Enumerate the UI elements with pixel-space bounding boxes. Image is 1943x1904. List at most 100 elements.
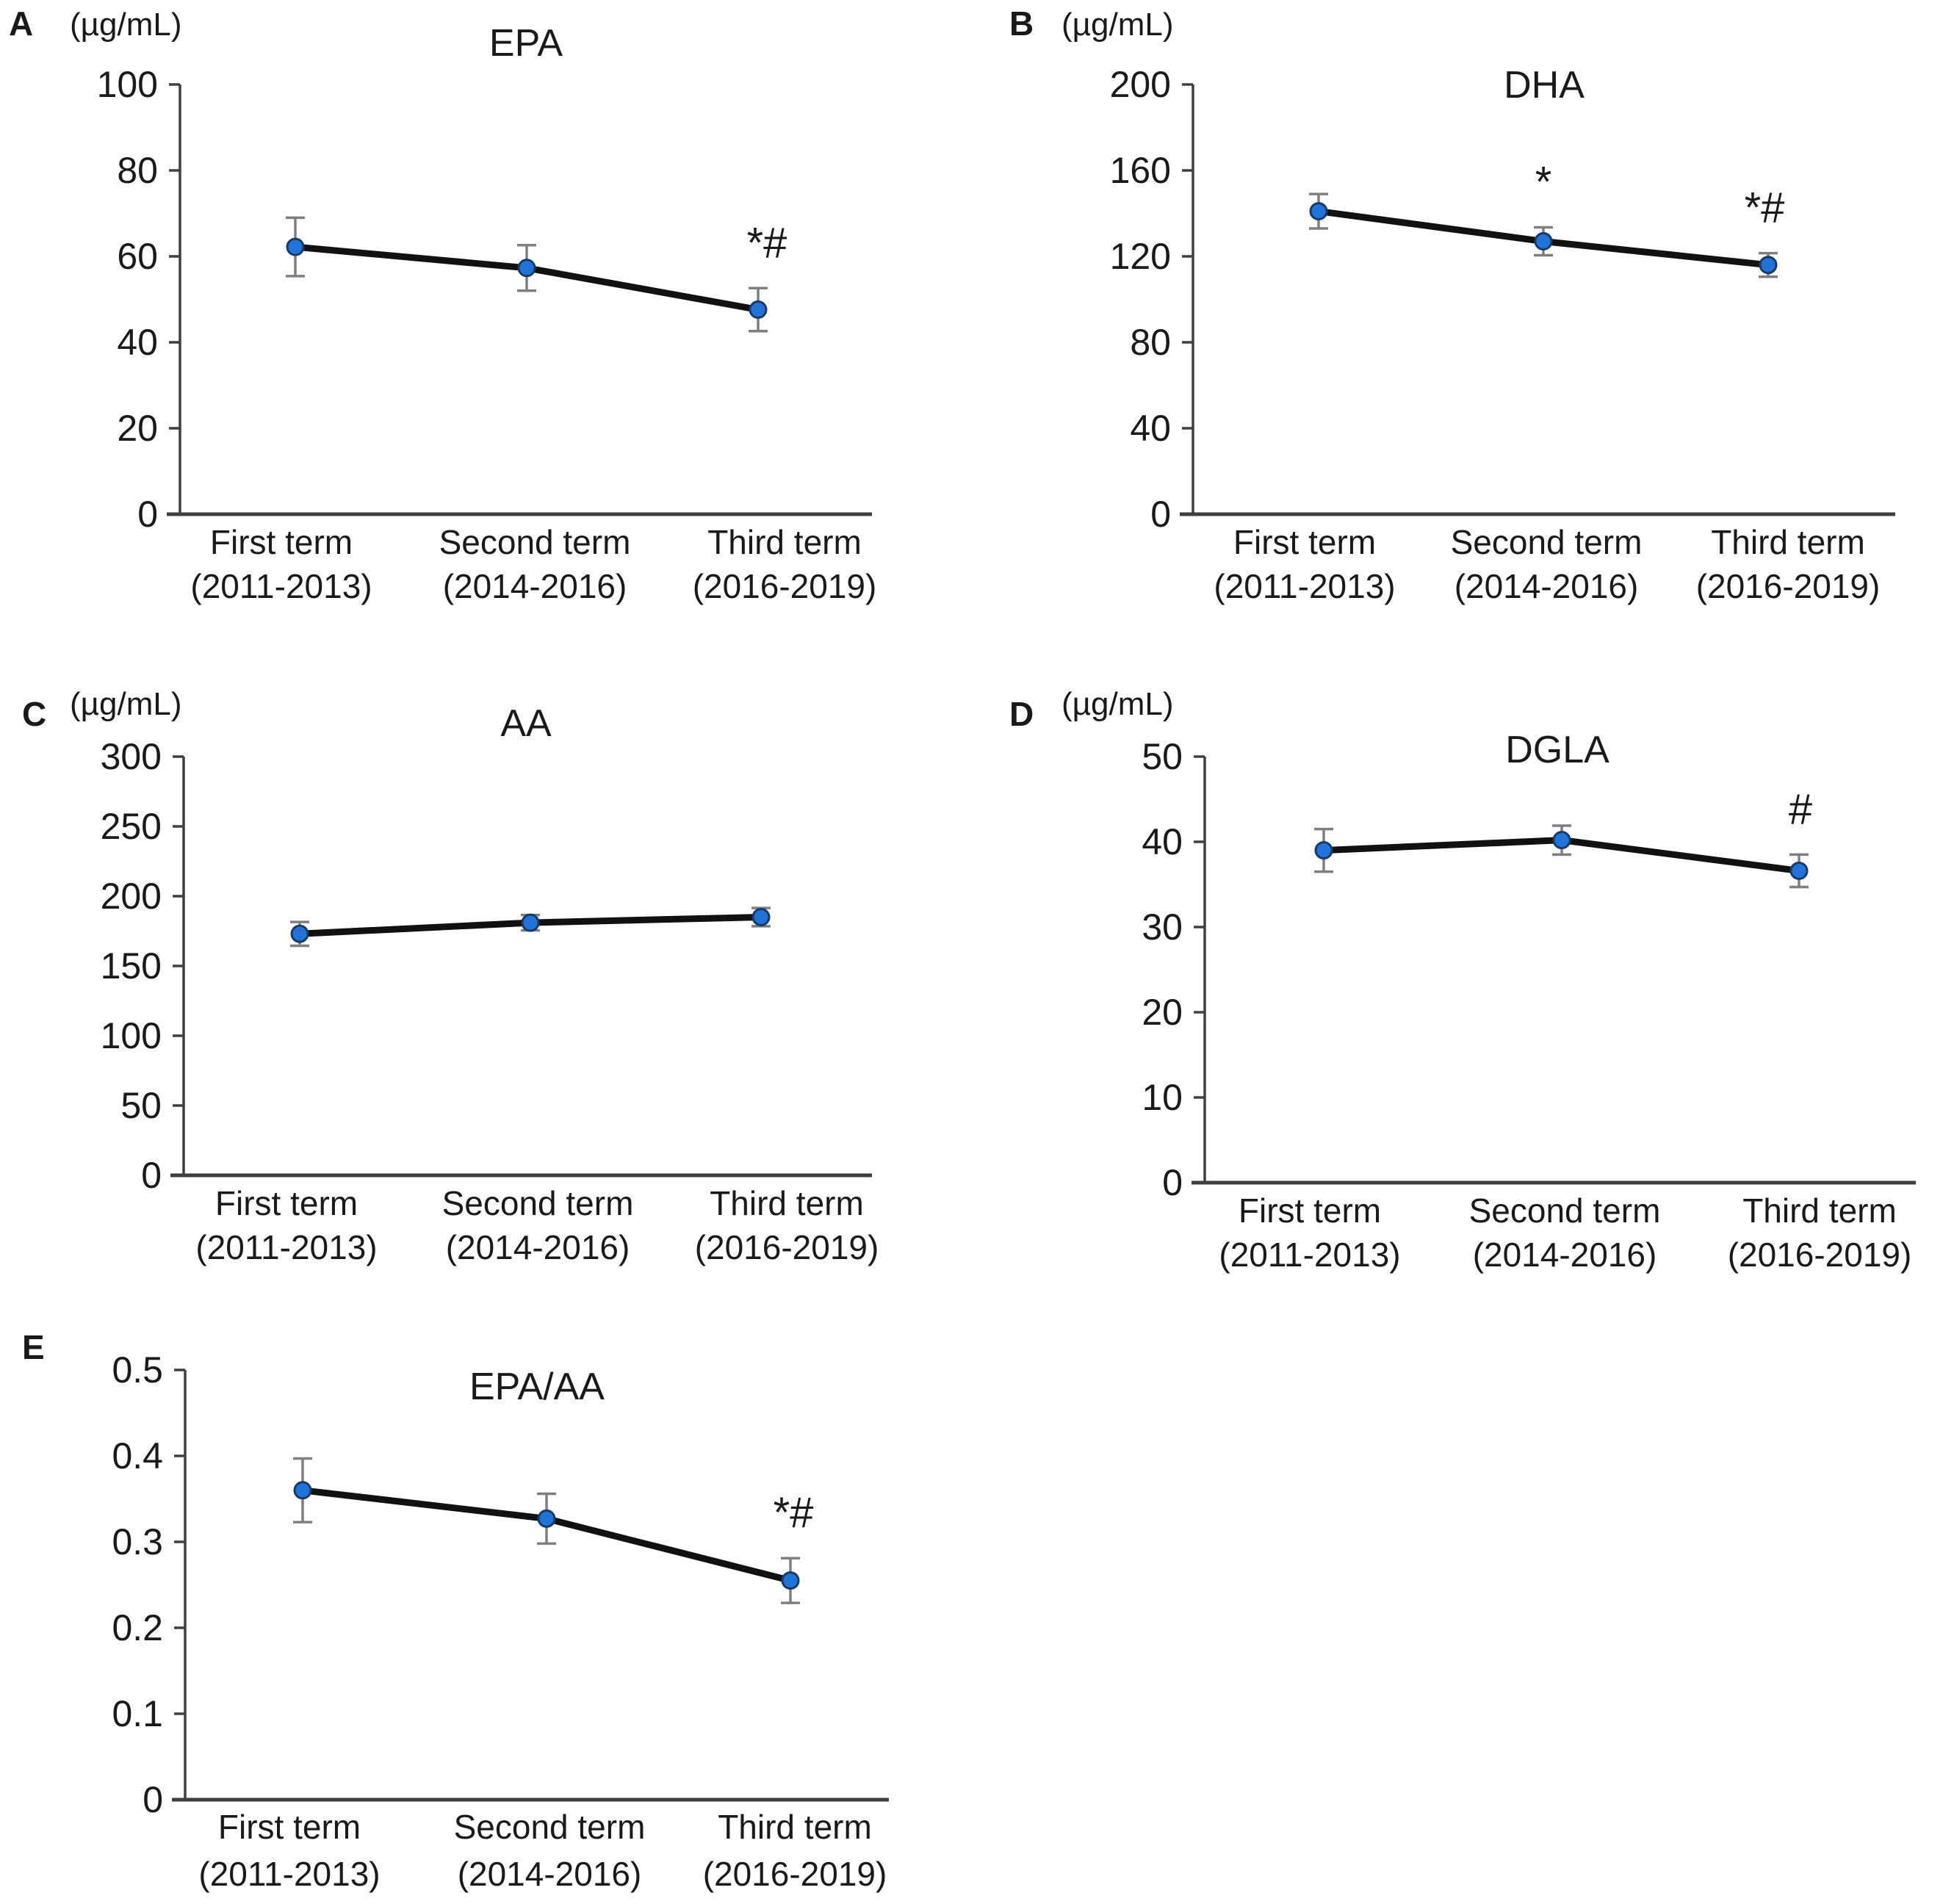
y-tick-label: 0 [143,1779,163,1820]
panel-letter: C [22,695,46,733]
y-tick-label: 250 [101,806,162,847]
x-category-label: Second term [454,1808,646,1846]
x-category-label: Third term [710,1184,864,1222]
y-tick-label: 0 [137,494,158,535]
y-tick-label: 0 [141,1155,162,1196]
chart-title: AA [500,702,552,745]
x-category-sublabel: (2014-2016) [1454,567,1639,605]
y-tick-label: 20 [117,408,158,449]
panel-letter: D [1009,695,1034,733]
y-tick-label: 120 [1110,236,1171,277]
y-tick-label: 200 [101,876,162,917]
y-tick-label: 30 [1142,906,1183,948]
x-category-label: Second term [1469,1191,1661,1230]
data-point-marker [517,259,536,278]
y-tick-label: 80 [1130,322,1171,363]
data-point-marker [286,237,305,256]
x-category-label: Third term [718,1808,872,1846]
chart-title: DGLA [1505,729,1609,771]
x-category-label: First term [215,1184,358,1222]
x-category-sublabel: (2016-2019) [1696,567,1881,605]
y-axis-unit-label: (µg/mL) [70,7,181,43]
x-category-sublabel: (2014-2016) [1473,1236,1657,1274]
data-point-marker [1789,861,1809,880]
significance-annotation: # [1789,785,1812,833]
x-category-sublabel: (2014-2016) [458,1855,642,1893]
significance-annotation: * [1535,159,1552,206]
x-category-label: First term [1233,523,1376,561]
x-category-label: Third term [1742,1191,1897,1230]
y-tick-label: 0.5 [112,1349,163,1391]
x-category-sublabel: (2011-2013) [198,1855,380,1893]
data-point-marker [521,913,540,932]
data-point-marker [290,924,309,943]
data-point-marker [749,300,768,320]
data-point-marker [1759,256,1778,275]
chart-title: EPA [489,22,563,65]
x-category-sublabel: (2011-2013) [1219,1236,1400,1274]
y-tick-label: 40 [1130,408,1171,449]
y-axis-unit-label: (µg/mL) [70,686,181,722]
x-category-label: First term [210,523,353,561]
x-category-sublabel: (2016-2019) [693,567,877,605]
x-category-sublabel: (2011-2013) [190,567,372,605]
chart-title: DHA [1504,64,1585,107]
x-category-sublabel: (2014-2016) [446,1228,630,1266]
data-point-marker [537,1509,556,1528]
panel-letter: A [9,4,33,43]
data-point-marker [1314,841,1333,860]
x-category-label: First term [218,1808,361,1846]
y-tick-label: 50 [1142,736,1183,777]
x-category-label: Third term [707,523,862,561]
data-point-marker [751,908,771,926]
x-category-label: Second term [439,523,631,561]
y-tick-label: 80 [117,150,158,191]
data-point-marker [1552,831,1571,850]
x-category-sublabel: (2016-2019) [1728,1236,1912,1274]
data-point-marker [1534,232,1553,251]
y-tick-label: 10 [1142,1077,1183,1118]
x-category-label: Second term [442,1184,634,1222]
chart-panel-e: E EPA/AA 0 0.1 0.2 0.3 0.4 0.5 *# First term (2011… [22,1328,889,1893]
chart-panel-c: C (µg/mL) AA 0 50 100 150 200 250 300 First term (2… [22,686,879,1266]
panel-letter: B [1009,4,1034,43]
y-tick-label: 40 [117,322,158,363]
y-tick-label: 300 [101,736,162,777]
y-tick-label: 50 [120,1085,162,1126]
y-axis-unit-label: (µg/mL) [1061,686,1173,722]
x-category-label: Third term [1711,523,1865,561]
x-category-sublabel: (2014-2016) [443,567,627,605]
y-tick-label: 0 [1162,1162,1183,1203]
y-tick-label: 0.3 [112,1521,163,1562]
y-tick-label: 100 [97,64,158,105]
y-tick-label: 200 [1110,64,1171,105]
y-tick-label: 0.1 [112,1693,163,1734]
y-tick-label: 160 [1110,150,1171,191]
data-point-marker [293,1481,312,1500]
significance-annotation: *# [1745,184,1785,232]
y-tick-label: 20 [1142,992,1183,1033]
x-category-sublabel: (2011-2013) [1214,567,1395,605]
chart-panel-b: B (µg/mL) DHA 0 40 80 120 160 200 * *# First term (2… [1009,4,1895,605]
y-tick-label: 0 [1150,494,1171,535]
x-category-sublabel: (2011-2013) [195,1228,377,1266]
y-tick-label: 60 [117,236,158,277]
significance-annotation: *# [747,219,787,267]
x-category-sublabel: (2016-2019) [695,1228,879,1266]
data-point-marker [1309,202,1328,221]
y-tick-label: 0.4 [112,1435,163,1476]
chart-title: EPA/AA [469,1366,605,1408]
panel-letter: E [22,1328,45,1366]
significance-annotation: *# [774,1489,814,1537]
y-axis-unit-label: (µg/mL) [1061,7,1173,43]
x-category-sublabel: (2016-2019) [703,1855,887,1893]
y-tick-label: 150 [101,945,162,987]
y-tick-label: 0.2 [112,1607,163,1648]
chart-panel-d: D (µg/mL) DGLA 0 10 20 30 40 50 # First term (2011-… [1009,686,1916,1274]
x-category-label: Second term [1451,523,1643,561]
chart-panel-a: A (µg/mL) EPA 0 20 40 60 80 100 *# First term (2011… [9,4,876,605]
y-tick-label: 100 [101,1015,162,1056]
data-point-marker [781,1571,800,1590]
